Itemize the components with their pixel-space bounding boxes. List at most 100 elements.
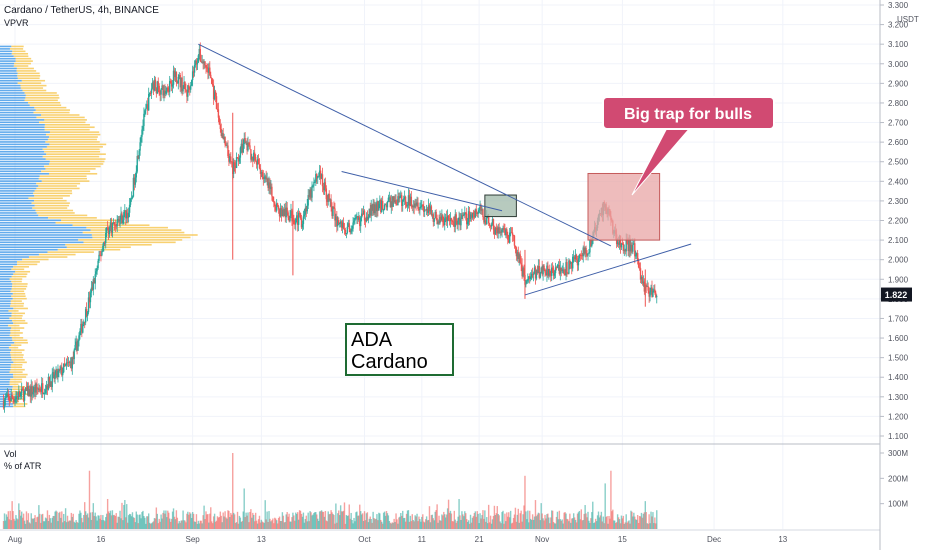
candle-body (53, 372, 55, 379)
volume-bar (634, 516, 636, 529)
volume-bar (447, 499, 450, 529)
candle-body (553, 273, 556, 276)
volume-bar (280, 521, 283, 529)
candle-body (574, 254, 577, 260)
price-tick-label: 1.300 (888, 393, 909, 402)
price-axis[interactable]: 3.3003.2003.1003.0002.9002.8002.7002.600… (880, 1, 909, 441)
vpvr-bar-up (0, 160, 50, 163)
volume-bar (342, 510, 345, 529)
volume-bar (256, 523, 259, 529)
volume-bar (317, 520, 320, 529)
volume-bar (191, 512, 194, 529)
volume-bar (344, 523, 347, 529)
volume-bar (285, 514, 287, 529)
volume-bar (58, 512, 60, 529)
candle-body (339, 221, 342, 224)
volume-bar (512, 517, 515, 529)
volume-title[interactable]: Vol (4, 449, 17, 459)
candle-body (475, 209, 477, 213)
volume-bar (317, 518, 319, 529)
volume-bar (576, 513, 579, 529)
volume-bar (455, 522, 457, 529)
candle-body (528, 276, 530, 280)
candle-body (305, 207, 307, 212)
callout-box[interactable] (602, 96, 775, 130)
volume-bar (602, 516, 604, 529)
candle-body (499, 231, 501, 233)
vpvr-bar-down (44, 123, 90, 126)
volume-bar (572, 518, 574, 529)
vpvr-bar-up (0, 283, 13, 285)
volume-bar (332, 513, 334, 529)
candle-body (11, 394, 13, 398)
candle-body (465, 212, 467, 214)
vpvr-bar-up (0, 383, 10, 386)
candle-body (187, 85, 189, 97)
volume-bar (98, 515, 100, 529)
candle-body (653, 289, 655, 291)
volume-bar (63, 520, 66, 529)
candle-body (545, 272, 547, 276)
candles[interactable] (2, 42, 658, 413)
candle-body (391, 201, 393, 207)
vpvr-profile[interactable] (0, 45, 198, 408)
indicator-label[interactable]: VPVR (4, 18, 29, 28)
candle-body (131, 196, 134, 199)
asset-label-box[interactable] (345, 323, 454, 376)
volume-bar (307, 512, 309, 529)
volume-bar (145, 523, 147, 529)
volume-bar (500, 523, 502, 529)
candle-body (384, 204, 387, 206)
candle-body (115, 225, 117, 227)
volume-bar (153, 518, 156, 529)
candle-body (211, 83, 214, 86)
vpvr-bar-down (15, 57, 32, 60)
candle-body (560, 267, 562, 272)
volume-bar (60, 517, 62, 529)
volume-bar (513, 514, 516, 529)
volume-bar (355, 512, 357, 529)
candle-body (567, 273, 569, 274)
volume-bar (516, 514, 519, 529)
vpvr-bar-up (0, 52, 12, 55)
vpvr-bar-up (0, 187, 37, 190)
volume-bar (19, 510, 21, 529)
volume-bar (361, 513, 364, 529)
volume-bar (502, 510, 504, 529)
volume-bar (225, 517, 227, 529)
volume-bar (188, 514, 190, 529)
volume-bar (625, 514, 627, 529)
candle-body (303, 214, 306, 217)
time-tick-label: 15 (618, 535, 627, 544)
volume-bar (96, 520, 98, 529)
volume-bars[interactable] (2, 453, 658, 529)
candle-body (6, 393, 9, 397)
candle-body (105, 227, 108, 234)
candle-body (169, 81, 172, 84)
candle-body (453, 222, 455, 227)
vpvr-bar-up (0, 403, 13, 405)
candle-body (412, 205, 414, 208)
volume-bar (51, 517, 53, 529)
volume-bar (63, 513, 65, 529)
candle-body (445, 217, 447, 219)
candle-body (80, 323, 82, 331)
volume-bar (310, 512, 312, 529)
time-axis[interactable]: Aug 16 Sep 13 Oct 11 21 Nov 15 Dec 13 (8, 535, 788, 544)
volume-bar (295, 512, 297, 529)
vpvr-bar-up (0, 295, 12, 298)
volume-bar (641, 517, 644, 529)
volume-bar (574, 519, 577, 529)
candle-body (79, 330, 81, 336)
volume-bar (345, 514, 348, 529)
current-price-tag (881, 287, 912, 302)
volume-bar (199, 520, 201, 529)
volume-bar (260, 519, 263, 529)
candle-body (282, 209, 285, 216)
volume-bar (186, 513, 188, 529)
volume-bar (443, 511, 445, 529)
vpvr-bar-up (0, 84, 21, 87)
drawing-overlays[interactable] (198, 43, 692, 296)
candle-body (352, 222, 354, 229)
